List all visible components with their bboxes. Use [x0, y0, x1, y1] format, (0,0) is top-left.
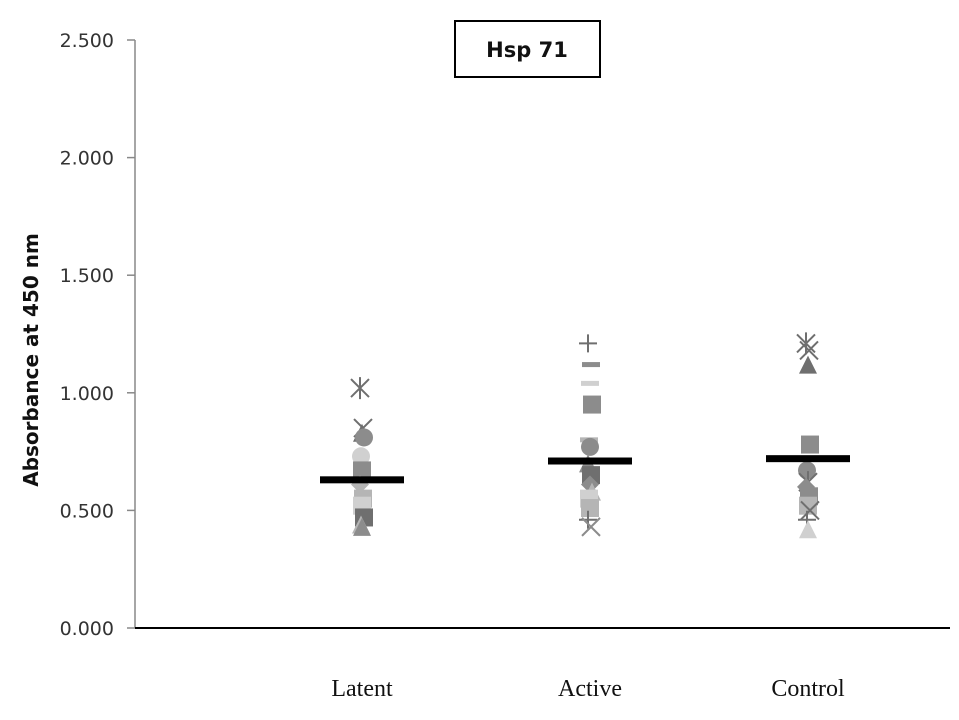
data-point-x — [581, 517, 601, 537]
data-point-plus — [579, 510, 597, 529]
median-line-latent — [320, 476, 404, 484]
category-label-active: Active — [558, 676, 622, 702]
category-label-control: Control — [771, 676, 845, 702]
data-point-triangle — [353, 517, 371, 536]
data-point-square — [801, 435, 819, 454]
category-labels: Latent Active Control — [331, 676, 845, 702]
title-box: Hsp 71 — [454, 20, 601, 78]
median-lines — [320, 455, 850, 484]
data-point-circle — [352, 447, 370, 466]
y-tick-label: 2.500 — [60, 30, 114, 52]
y-tick-label: 2.000 — [60, 148, 114, 170]
data-point-x — [800, 500, 820, 521]
y-tick-label: 1.500 — [60, 265, 114, 287]
data-point-asterisk — [796, 332, 816, 355]
data-point-x — [799, 340, 819, 361]
data-point-circle — [355, 428, 373, 447]
data-point-square — [581, 499, 599, 518]
data-point-circle — [798, 461, 816, 480]
data-point-square — [799, 496, 817, 515]
title-frame — [454, 20, 601, 78]
data-point-dash — [581, 380, 599, 386]
data-points — [350, 332, 820, 539]
y-axis-label: Absorbance at 450 nm — [19, 233, 43, 487]
data-point-triangle — [799, 520, 817, 539]
category-label-latent: Latent — [331, 676, 393, 702]
data-point-plus — [579, 334, 597, 353]
median-line-active — [548, 457, 632, 465]
median-line-control — [766, 455, 850, 463]
data-point-circle — [581, 437, 599, 456]
y-tick-label: 1.000 — [60, 383, 114, 405]
data-point-triangle — [799, 355, 817, 374]
y-ticks: 0.000 0.500 1.000 1.500 2.000 2.500 — [60, 30, 135, 640]
data-point-dash — [582, 362, 600, 368]
y-tick-label: 0.500 — [60, 500, 114, 522]
data-point-square — [353, 461, 371, 480]
data-point-asterisk — [350, 377, 370, 400]
data-point-square — [583, 395, 601, 414]
y-tick-label: 0.000 — [60, 618, 114, 640]
chart-title: Hsp 71 — [486, 38, 568, 62]
